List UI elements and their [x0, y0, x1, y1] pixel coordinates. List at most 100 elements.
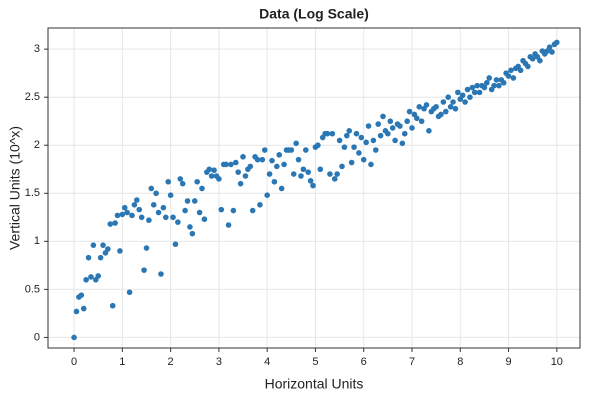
point: [131, 202, 138, 208]
x-tick-label: 3: [216, 356, 222, 368]
point: [179, 180, 186, 187]
point: [240, 153, 246, 160]
point: [199, 185, 205, 192]
x-tick-label: 7: [409, 356, 415, 368]
point: [158, 271, 164, 277]
point: [259, 156, 266, 163]
point: [170, 214, 176, 221]
point: [196, 209, 203, 216]
point: [208, 173, 215, 179]
point: [109, 302, 116, 309]
point: [329, 130, 336, 137]
point: [95, 273, 102, 279]
point: [476, 89, 483, 96]
point: [293, 140, 299, 147]
y-tick-label: 1.5: [25, 187, 40, 199]
point: [406, 108, 413, 115]
point: [344, 132, 350, 139]
point: [281, 161, 287, 168]
point: [445, 94, 452, 100]
y-tick-label: 3: [34, 43, 40, 55]
point: [370, 137, 377, 144]
point: [223, 161, 229, 168]
point: [211, 167, 217, 174]
point: [440, 99, 447, 105]
x-tick-label: 10: [551, 356, 563, 368]
point: [71, 334, 77, 341]
point: [290, 171, 297, 177]
point: [401, 130, 408, 137]
point: [97, 254, 104, 261]
point: [442, 108, 449, 115]
point: [90, 242, 97, 248]
point: [464, 86, 471, 93]
point: [257, 202, 263, 208]
point: [184, 198, 191, 204]
point: [117, 248, 123, 254]
point: [317, 166, 324, 173]
point: [276, 152, 283, 158]
point: [392, 137, 398, 144]
y-tick-label: 2.5: [25, 91, 40, 103]
point: [341, 144, 348, 150]
point: [380, 113, 386, 120]
x-axis-label: Horizontal Units: [265, 376, 364, 392]
point: [481, 84, 488, 91]
point: [254, 156, 261, 163]
point: [266, 171, 273, 177]
x-tick-label: 2: [168, 356, 174, 368]
chart-title: Data (Log Scale): [259, 6, 369, 22]
point: [278, 185, 285, 192]
point: [300, 166, 307, 173]
point: [83, 276, 89, 283]
point: [129, 212, 135, 219]
point: [295, 156, 302, 163]
point: [134, 197, 140, 203]
point: [182, 207, 188, 214]
point: [261, 147, 268, 153]
point: [452, 105, 459, 112]
point: [496, 82, 502, 89]
point: [467, 94, 473, 100]
point: [404, 118, 410, 125]
point: [363, 139, 369, 146]
point: [271, 178, 278, 185]
point: [331, 176, 338, 182]
x-tick-label: 9: [505, 356, 511, 368]
point: [471, 89, 478, 96]
point: [474, 82, 480, 89]
point: [172, 241, 179, 248]
point: [230, 207, 237, 214]
point: [368, 161, 374, 168]
point: [414, 115, 420, 122]
plot-frame: [47, 27, 581, 349]
point: [409, 125, 415, 131]
point: [372, 147, 379, 153]
point: [107, 221, 114, 227]
point: [351, 144, 357, 150]
point: [141, 267, 147, 273]
point: [237, 180, 244, 187]
point: [119, 211, 126, 218]
point: [305, 169, 312, 175]
point: [525, 63, 531, 70]
point: [510, 75, 517, 81]
point: [469, 84, 476, 91]
point: [438, 111, 444, 118]
point: [191, 198, 198, 204]
point: [124, 209, 130, 216]
point: [201, 216, 208, 223]
point: [136, 206, 143, 213]
point: [298, 173, 304, 179]
point: [288, 147, 295, 153]
point: [418, 118, 425, 125]
y-axis-label: Vertical Units (10^x): [7, 126, 23, 250]
point: [162, 214, 169, 221]
point: [206, 166, 213, 173]
y-tick-label: 0.5: [25, 283, 40, 295]
point: [216, 176, 222, 182]
point: [486, 75, 493, 81]
point: [455, 89, 461, 96]
point: [126, 289, 133, 296]
